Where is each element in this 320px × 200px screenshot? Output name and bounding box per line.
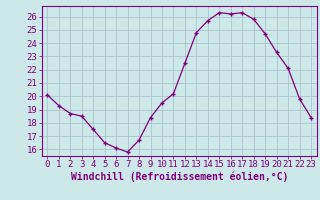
X-axis label: Windchill (Refroidissement éolien,°C): Windchill (Refroidissement éolien,°C) <box>70 172 288 182</box>
